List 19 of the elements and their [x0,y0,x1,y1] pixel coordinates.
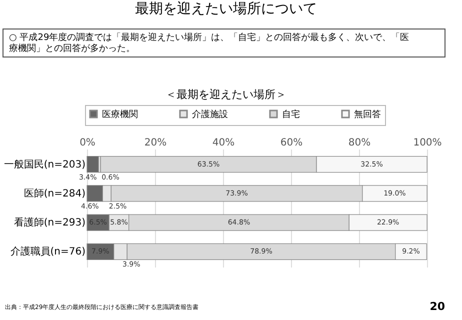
x-tick-label: 60% [280,138,303,148]
y-tick-label: 介護職員(n=76) [10,246,86,258]
legend-label: 介護施設 [192,108,228,120]
text: 20 [430,300,446,313]
bar [86,156,99,173]
legend-label: 無回答 [354,108,381,120]
legend-label: 医療機関 [102,108,138,120]
x-tick-label: 80% [348,138,371,148]
legend-label: 自宅 [282,108,300,120]
x-tick-label: 100% [413,138,442,148]
chart-title: 最期を迎えたい場所について [135,1,317,17]
y-tick-label: 看護師(n=293) [14,216,86,229]
text: ＜最期を迎えたい場所＞ [166,88,286,101]
y-tick-label: 医師(n=284) [24,187,86,200]
x-tick-label: 40% [212,138,235,148]
x-tick-label: 20% [144,138,167,148]
x-tick-label: 0% [80,138,96,148]
chart-subtitle: ○ 平成29年度の調査では「最期を迎えたい場所」は、「自宅」との回答が最も多く、次いで、「医療機関」との回答が多かった。 [9,32,410,54]
y-tick-label: 一般国民(n=203) [4,159,86,170]
